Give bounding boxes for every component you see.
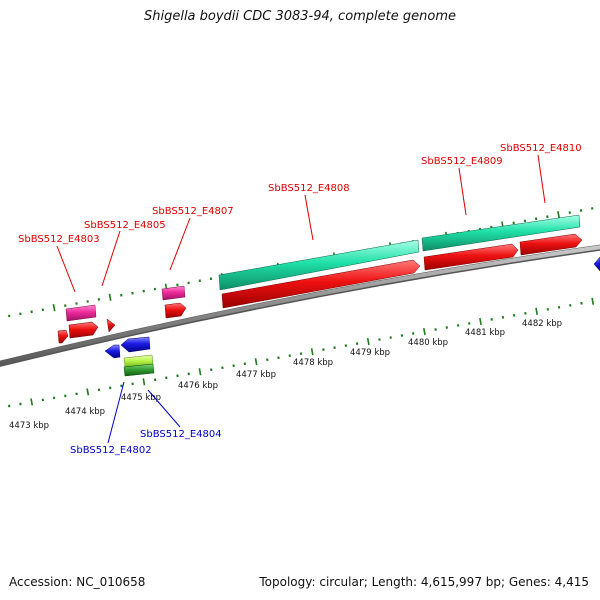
- leader-line: [537, 154, 546, 204]
- major-tick: [108, 293, 112, 301]
- feature-red-arrow[interactable]: [106, 318, 116, 333]
- ruler-label: 4473 kbp: [9, 421, 49, 431]
- minor-tick: [153, 287, 157, 291]
- reverse-features: [104, 256, 600, 377]
- major-tick: [535, 307, 538, 315]
- minor-tick: [344, 344, 348, 348]
- major-tick: [591, 297, 595, 305]
- leader-line: [304, 194, 314, 241]
- major-tick: [86, 388, 90, 396]
- minor-tick: [131, 382, 134, 386]
- minor-tick: [243, 362, 247, 366]
- minor-tick: [400, 334, 404, 337]
- minor-tick: [546, 215, 549, 219]
- minor-tick: [75, 392, 78, 396]
- major-tick: [366, 337, 370, 346]
- minor-tick: [30, 310, 33, 314]
- leader-line: [147, 389, 181, 428]
- feature-teal[interactable]: [421, 214, 581, 252]
- ruler-label: 4480 kbp: [408, 338, 448, 348]
- feature-blue-arrow[interactable]: [120, 336, 151, 353]
- gene-label[interactable]: SbBS512_E4804: [140, 429, 222, 440]
- major-tick: [310, 348, 314, 356]
- ruler-label: 4477 kbp: [236, 370, 276, 380]
- gene-label[interactable]: SbBS512_E4805: [84, 220, 166, 231]
- ruler-labels: 4473 kbp 4474 kbp 4475 kbp 4476 kbp 4477…: [9, 319, 562, 431]
- map-title: Shigella boydii CDC 3083-94, complete ge…: [143, 9, 457, 24]
- gene-label[interactable]: SbBS512_E4802: [70, 445, 152, 456]
- leader-line: [107, 381, 125, 444]
- genome-summary-text: Topology: circular; Length: 4,615,997 bp…: [259, 575, 589, 589]
- major-tick: [30, 398, 34, 406]
- feature-red-arrow[interactable]: [164, 302, 187, 319]
- forward-features: [57, 214, 583, 344]
- ruler-label: 4475 kbp: [121, 393, 161, 403]
- genome-backbone-highlight: [0, 245, 600, 366]
- leader-line: [101, 230, 121, 287]
- leader-line: [56, 245, 76, 293]
- ruler-label: 4474 kbp: [65, 407, 105, 417]
- accession-text: Accession: NC_010658: [9, 575, 146, 589]
- feature-blue-arrow[interactable]: [104, 344, 121, 359]
- ruler-label: 4482 kbp: [522, 319, 562, 329]
- feature-pink[interactable]: [161, 285, 186, 301]
- gene-label[interactable]: SbBS512_E4810: [500, 143, 582, 154]
- minor-tick: [64, 304, 67, 308]
- major-tick: [423, 327, 426, 336]
- gene-label[interactable]: SbBS512_E4803: [18, 234, 100, 245]
- ruler-tick-track: [8, 297, 595, 408]
- minor-tick: [568, 211, 571, 215]
- ruler-label: 4481 kbp: [465, 328, 505, 338]
- label-leaders: [56, 154, 546, 444]
- gene-label[interactable]: SbBS512_E4807: [152, 206, 234, 217]
- major-tick: [142, 378, 146, 386]
- gene-labels: SbBS512_E4803 SbBS512_E4805 SbBS512_E480…: [18, 143, 582, 456]
- major-tick: [557, 211, 560, 219]
- feature-pink[interactable]: [65, 304, 97, 322]
- ruler-label: 4479 kbp: [350, 348, 390, 358]
- minor-tick: [456, 324, 460, 327]
- minor-tick: [187, 372, 190, 376]
- feature-blue-arrow[interactable]: [593, 256, 600, 272]
- major-tick: [254, 358, 258, 366]
- feature-teal[interactable]: [218, 239, 420, 291]
- minor-tick: [142, 289, 145, 293]
- feature-red-arrow[interactable]: [57, 329, 69, 344]
- gene-label[interactable]: SbBS512_E4808: [268, 183, 350, 194]
- leader-line: [458, 167, 467, 216]
- feature-red-arrow[interactable]: [423, 243, 519, 271]
- minor-tick: [41, 308, 45, 312]
- ruler-label: 4476 kbp: [178, 381, 218, 391]
- minor-tick: [288, 354, 291, 358]
- feature-red-arrow[interactable]: [221, 259, 421, 309]
- gene-label[interactable]: SbBS512_E4809: [421, 156, 503, 167]
- minor-tick: [557, 305, 561, 309]
- major-tick: [52, 304, 56, 312]
- feature-red-arrow[interactable]: [68, 321, 99, 339]
- minor-tick: [501, 315, 505, 319]
- leader-line: [169, 217, 191, 271]
- feature-green[interactable]: [123, 363, 155, 377]
- major-tick: [479, 317, 482, 326]
- minor-tick: [512, 313, 516, 317]
- minor-tick: [19, 402, 22, 406]
- ruler-label: 4478 kbp: [293, 358, 333, 368]
- major-tick: [198, 368, 202, 376]
- feature-red-arrow[interactable]: [519, 233, 583, 256]
